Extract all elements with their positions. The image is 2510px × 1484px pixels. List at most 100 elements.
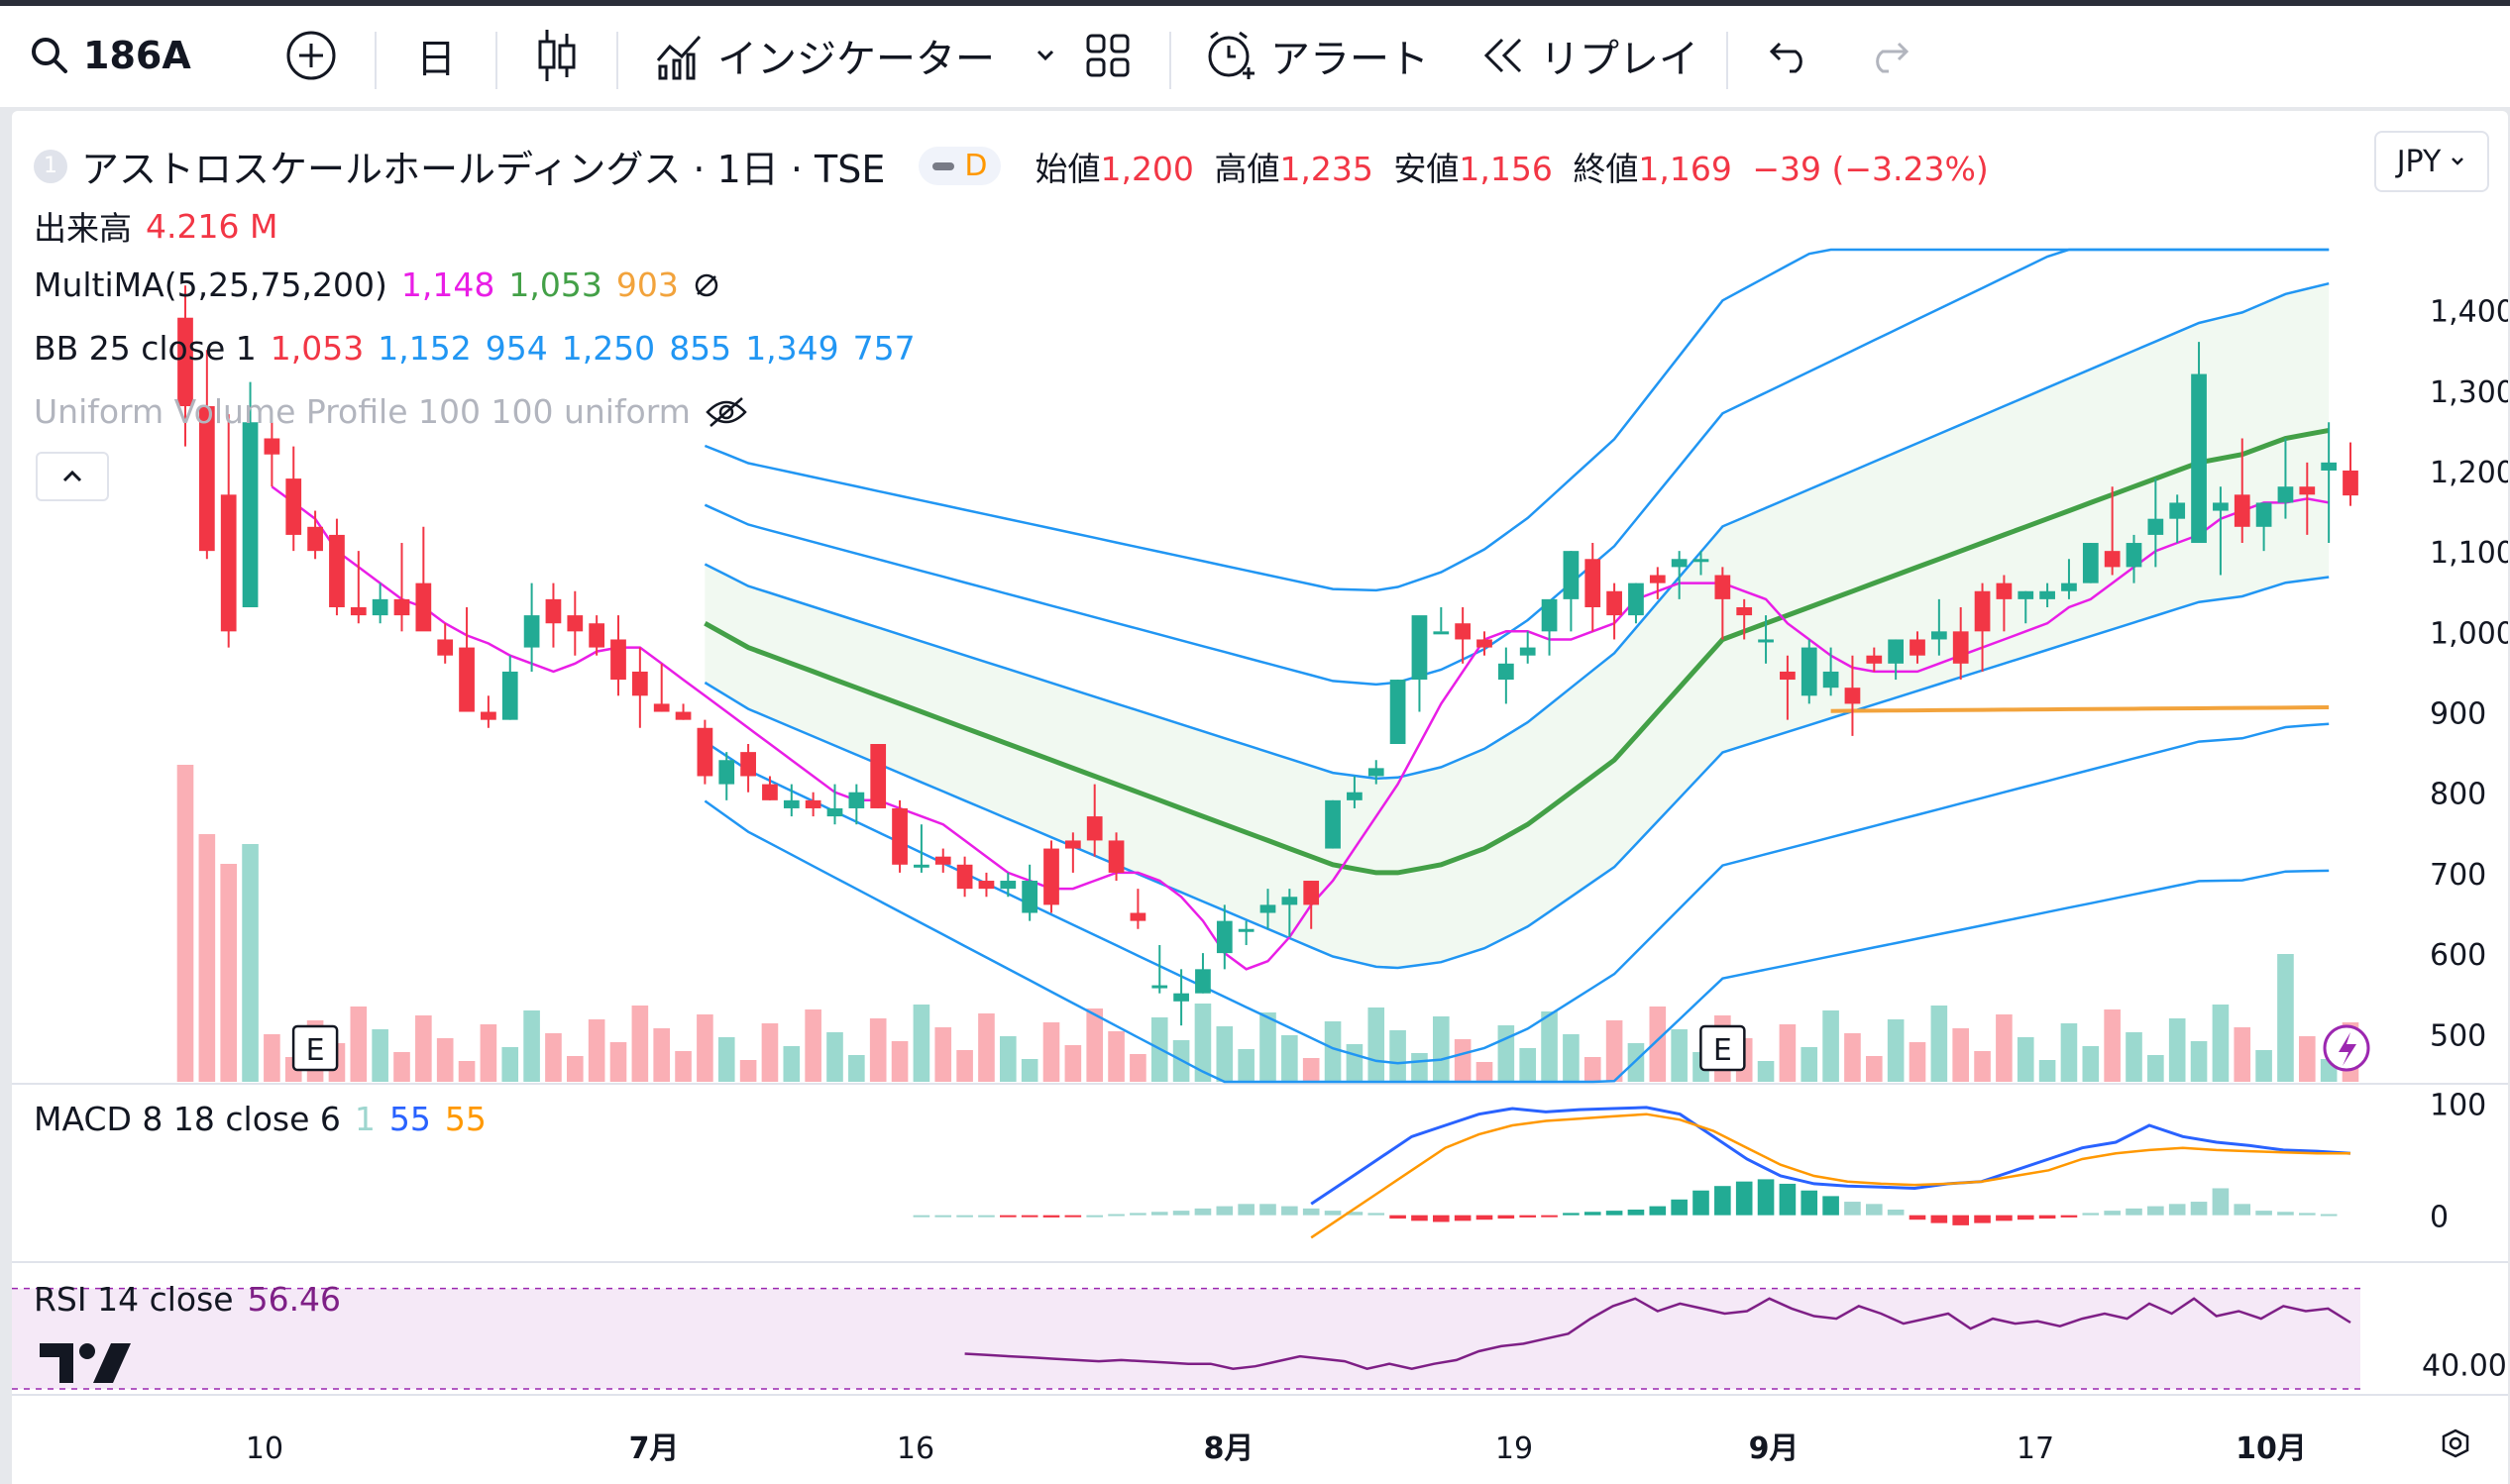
eye-hidden-icon[interactable] <box>705 394 748 430</box>
y-axis-label: 1,300 <box>2430 375 2508 410</box>
symbol-search[interactable]: 186A <box>30 6 191 105</box>
bb-legend[interactable]: BB 25 close 1 1,053 1,152 954 1,250 855 … <box>34 329 916 368</box>
candle <box>1411 615 1428 712</box>
candle-body <box>1541 598 1558 632</box>
candle <box>762 776 778 800</box>
candle <box>2104 486 2121 576</box>
candle-body <box>1043 848 1059 905</box>
candle-body <box>914 864 929 868</box>
candle <box>1996 575 2013 632</box>
macd-histogram-bar <box>2277 1212 2294 1216</box>
volume-bar <box>675 1051 692 1082</box>
candle <box>1952 606 1969 681</box>
candle-body <box>978 881 995 890</box>
alert-button[interactable]: アラート <box>1205 6 1429 105</box>
candle <box>1930 598 1947 656</box>
add-symbol-button[interactable] <box>285 6 337 105</box>
candle-body <box>848 792 865 808</box>
bb-band-line <box>704 248 2330 687</box>
interval-label: 日 <box>416 37 456 82</box>
d-badge-label: D <box>964 149 988 183</box>
undo-button[interactable] <box>1768 6 1811 105</box>
bb-band-line <box>704 248 2330 592</box>
volume-bar <box>1865 1056 1883 1082</box>
volume-bar <box>717 1037 735 1082</box>
volume-bar <box>2234 1027 2251 1082</box>
candle-body <box>2082 543 2099 583</box>
candle-body <box>1086 816 1103 841</box>
volume-bar <box>1259 1012 1276 1082</box>
ma-legend[interactable]: MultiMA(5,25,75,200) 1,148 1,053 903 <box>34 265 720 304</box>
alert-label: アラート <box>1270 37 1429 82</box>
candle <box>1347 776 1363 808</box>
volume-bar <box>198 834 216 1082</box>
macd-histogram-bar <box>934 1215 952 1218</box>
y-axis-label: 700 <box>2430 858 2486 893</box>
layout-button[interactable] <box>1084 6 1132 105</box>
candle <box>1628 583 1644 624</box>
currency-button[interactable]: JPY <box>2374 131 2489 192</box>
grid-layout-icon <box>1086 34 1130 77</box>
tradingview-logo[interactable] <box>36 1325 145 1397</box>
volume-bar <box>999 1036 1017 1082</box>
volume-bar <box>1996 1014 2013 1082</box>
vp-legend-label: Uniform Volume Profile 100 100 uniform <box>34 392 691 431</box>
bb-legend-label: BB 25 close 1 <box>34 329 257 368</box>
macd-histogram-bar <box>1519 1215 1537 1218</box>
chart-number-badge: 1 <box>34 149 67 183</box>
volume-bar <box>956 1050 973 1082</box>
candle-body <box>2343 470 2358 496</box>
x-axis-label: 8月 <box>1204 1431 1255 1466</box>
candle-body <box>589 623 605 648</box>
chart-canvas[interactable]: E E 1,400 1,300 1,200 1,100 1,000 900 800 700 600… <box>12 111 2508 1484</box>
minus-icon <box>932 161 955 170</box>
candle <box>697 719 713 785</box>
symbol-label: 186A <box>83 34 191 77</box>
volume-bar <box>1302 1058 1320 1082</box>
chart-type-button[interactable] <box>535 6 579 105</box>
macd-histogram-bar <box>2298 1213 2316 1216</box>
candle-body <box>393 598 410 616</box>
indicators-icon <box>656 35 702 80</box>
candle <box>1497 647 1514 704</box>
candle <box>1000 872 1017 898</box>
redo-button[interactable] <box>1867 6 1910 105</box>
macd-histogram-bar <box>2168 1204 2186 1216</box>
macd-histogram-bar <box>2212 1188 2230 1216</box>
volume-bar <box>1238 1049 1255 1082</box>
candle <box>329 518 345 616</box>
volume-bar <box>2277 954 2294 1082</box>
candle <box>1064 832 1081 873</box>
candle-body <box>1195 969 1211 994</box>
volume-profile-legend[interactable]: Uniform Volume Profile 100 100 uniform <box>34 392 748 431</box>
market-status-badge[interactable]: D <box>919 147 1002 185</box>
macd-histogram-bar <box>1238 1204 1255 1216</box>
candle <box>2061 559 2077 599</box>
indicators-button[interactable]: インジケーター <box>654 6 1060 105</box>
rsi-legend[interactable]: RSI 14 close 56.46 <box>34 1280 341 1319</box>
candle <box>2255 502 2272 552</box>
candle-body <box>2191 373 2207 544</box>
volume-bar <box>783 1046 801 1082</box>
candle-body <box>1996 583 2013 599</box>
candle <box>177 285 193 447</box>
settings-icon <box>2442 1429 2469 1458</box>
candle-body <box>481 711 496 720</box>
volume-bar <box>1367 1007 1385 1082</box>
collapse-legend-button[interactable] <box>36 452 109 501</box>
candle <box>2299 462 2316 535</box>
close-value: 1,169 <box>1638 149 1732 188</box>
candle <box>2277 438 2294 519</box>
volume-bar <box>1346 1044 1364 1082</box>
candle <box>1173 969 1189 1026</box>
candle-body <box>1780 671 1796 681</box>
candle <box>2321 422 2338 544</box>
macd-histogram-bar <box>2255 1211 2272 1216</box>
volume-legend[interactable]: 出来高 4.216 M <box>34 202 277 250</box>
candle <box>415 526 432 632</box>
volume-bar <box>609 1042 627 1082</box>
chart-header: 1 アストロスケールホールディングス · 1日 · TSE D 始値1,200 … <box>34 139 1989 193</box>
macd-legend[interactable]: MACD 8 18 close 6 1 55 55 <box>34 1100 487 1138</box>
interval-button[interactable]: 日 <box>416 6 456 105</box>
replay-button[interactable]: リプレイ <box>1480 6 1698 105</box>
